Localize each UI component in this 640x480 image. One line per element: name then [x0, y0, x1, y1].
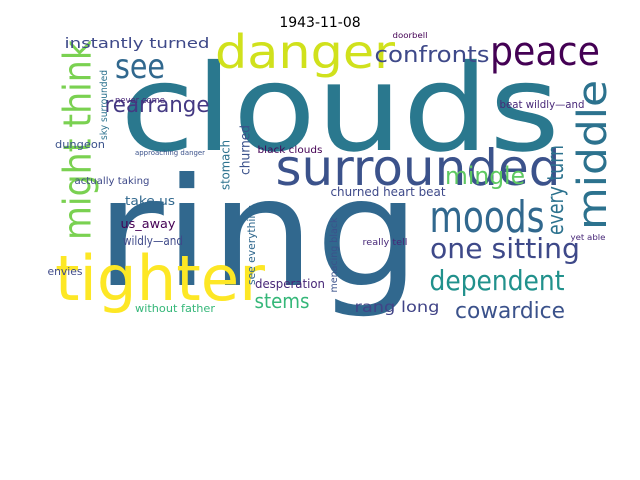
word: black clouds [258, 145, 323, 156]
word: stomach [219, 140, 233, 190]
chart-title: 1943-11-08 [279, 15, 360, 31]
word: cowardice [455, 299, 565, 324]
word: one sitting [430, 232, 580, 265]
word: stems [255, 289, 310, 313]
word: clouds [120, 40, 560, 179]
word: rearrange [105, 93, 210, 118]
word: confronts [375, 43, 490, 68]
word: instantly turned [65, 36, 210, 52]
word: sky surrounded [99, 70, 110, 140]
word: danger [215, 25, 395, 79]
word: us_away [121, 217, 176, 231]
word: see [115, 47, 165, 87]
word: peace [490, 29, 600, 75]
word: churned heart beat [331, 185, 446, 199]
word: moods [430, 192, 545, 243]
word: actually taking [75, 176, 150, 187]
word: envies [48, 265, 83, 278]
word: beat wildly—and [500, 98, 585, 111]
word: surrounded [276, 139, 561, 197]
word: see everything [245, 205, 258, 285]
word: ring [96, 147, 421, 321]
word: approaching danger [135, 149, 205, 157]
word: without father [135, 302, 215, 315]
word: desperation [255, 277, 325, 291]
word: tighter [55, 242, 266, 315]
word: rang long [355, 298, 440, 316]
word: dungeon [55, 138, 105, 151]
word: doorbell [393, 31, 428, 40]
word: middle [570, 80, 616, 230]
word: yet able [571, 233, 606, 242]
word: wildly—and [123, 234, 183, 248]
word: mingle [445, 162, 525, 190]
word: never come [115, 96, 165, 106]
word: take us [125, 194, 175, 208]
word: menacing black [329, 217, 340, 292]
word: really tell [363, 238, 408, 248]
word: might think [56, 40, 100, 240]
word: dependent [430, 264, 565, 297]
word: every turn [544, 145, 569, 235]
word: churned [239, 125, 254, 175]
